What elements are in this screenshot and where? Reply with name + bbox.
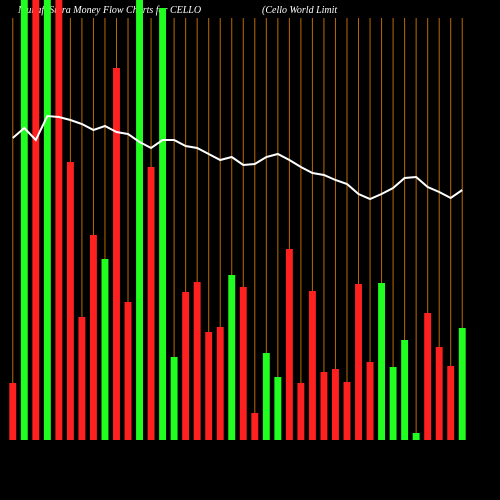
bar — [389, 367, 397, 440]
bar — [43, 0, 51, 440]
bar — [447, 366, 455, 440]
bar — [89, 235, 97, 440]
bar — [78, 317, 86, 440]
bar — [355, 284, 362, 440]
bar — [55, 0, 63, 440]
bar — [159, 8, 167, 440]
bar — [251, 413, 259, 440]
bar — [308, 291, 316, 440]
bar — [147, 167, 155, 440]
bar — [458, 328, 466, 440]
bar — [170, 357, 178, 440]
price-line — [12, 114, 463, 201]
bar — [101, 259, 109, 440]
bar — [193, 282, 201, 440]
chart-subtitle: (Cello World Limit — [262, 5, 337, 16]
bar — [332, 369, 339, 440]
bar — [113, 68, 120, 440]
bar — [424, 313, 432, 440]
bar — [66, 162, 74, 440]
bar — [32, 0, 40, 440]
bar — [274, 377, 282, 440]
bar — [124, 302, 132, 440]
bar — [228, 275, 236, 440]
bar — [320, 372, 328, 440]
bar — [20, 0, 28, 440]
bar — [401, 340, 409, 440]
bar — [343, 382, 351, 440]
chart-title: MunafaSutra Money Flow Charts for CELLO — [17, 5, 201, 16]
bar — [136, 0, 143, 440]
bar — [435, 347, 443, 440]
bar — [412, 433, 420, 440]
bar — [9, 383, 17, 440]
bar — [285, 249, 293, 440]
bar — [239, 287, 247, 440]
bar — [366, 362, 374, 440]
bar — [297, 383, 305, 440]
bar — [205, 332, 213, 440]
bar — [262, 353, 270, 440]
bar — [182, 292, 190, 440]
bar — [378, 283, 386, 440]
bar — [216, 327, 224, 440]
